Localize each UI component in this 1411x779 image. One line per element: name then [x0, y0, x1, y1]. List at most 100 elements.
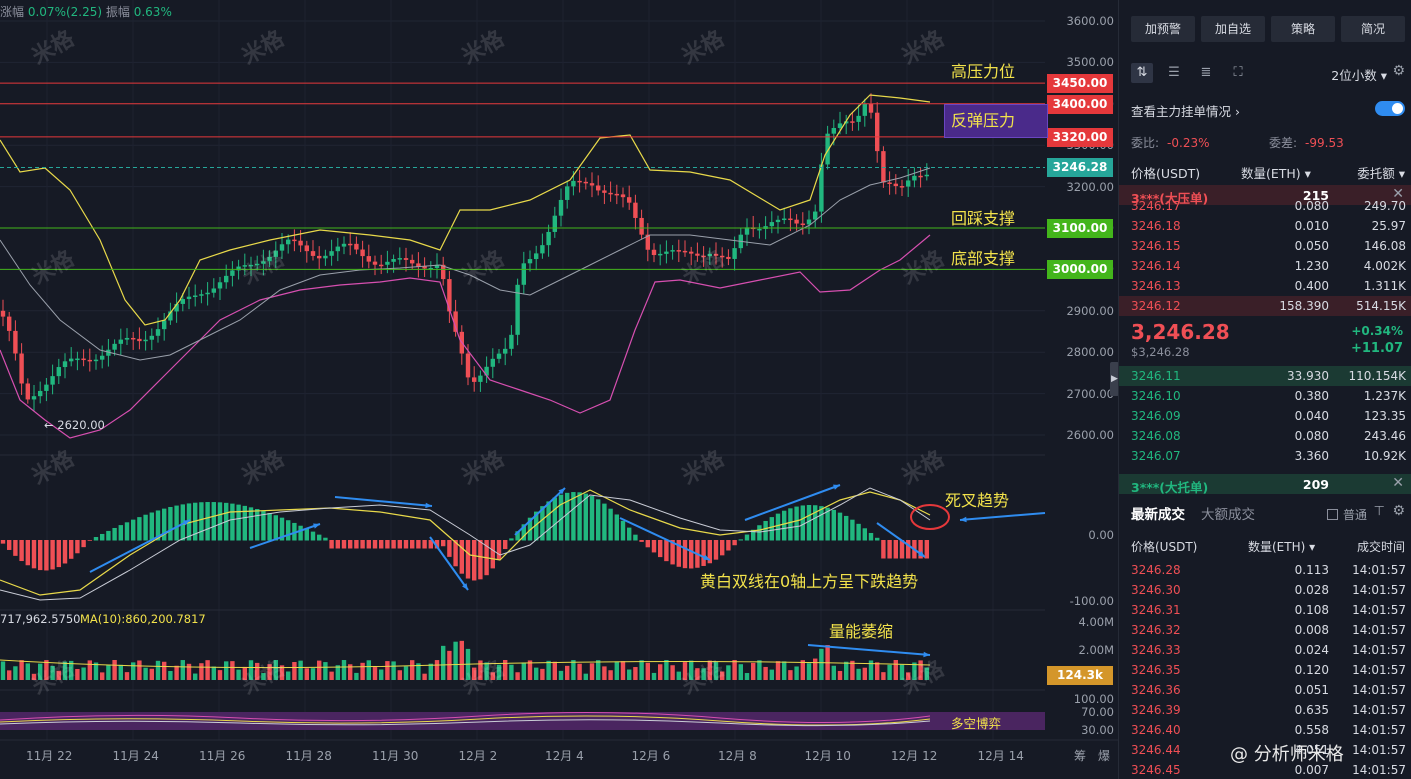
add-favorite-button[interactable]: 加自选 [1201, 16, 1265, 42]
collapse-sidebar-handle[interactable]: ▶ [1110, 362, 1119, 396]
macd-histogram-bar [614, 514, 619, 541]
volume-bar [75, 669, 80, 680]
orderbook-cell-t: 25.97 [1371, 219, 1406, 233]
chart-area[interactable]: 涨幅 0.07%(2.25) 振幅 0.63% 3600.00 3500.00 34… [0, 0, 1118, 779]
trade-cell-q: 0.558 [1294, 723, 1329, 737]
candle-body [261, 261, 266, 264]
volume-bar [515, 672, 520, 680]
macd-histogram-bar [478, 540, 483, 580]
macd-histogram-bar [341, 540, 347, 549]
volume-bar [397, 670, 402, 680]
volume-bar [38, 663, 43, 680]
macd-histogram-bar [273, 515, 278, 541]
close-icon[interactable]: ✕ [1392, 475, 1404, 491]
amplitude-value: 0.63% [133, 5, 172, 19]
candle-body [267, 256, 272, 262]
change-value: 0.07%(2.25) [27, 5, 103, 19]
macd-histogram-bar [893, 540, 898, 559]
orderbook-row[interactable]: 3246.09 0.040 123.35 [1119, 406, 1411, 426]
trend-arrowhead [923, 651, 930, 658]
volume-bar [490, 672, 495, 680]
candle-body [875, 112, 880, 152]
trend-arrowhead [960, 516, 967, 523]
gear-icon[interactable]: ⚙ [1392, 503, 1405, 519]
chart-header-stats: 涨幅 0.07%(2.25) 振幅 0.63% [0, 3, 172, 20]
close-icon[interactable]: ✕ [1392, 186, 1404, 202]
macd-histogram-bar [298, 525, 303, 541]
trade-row: 3246.45 0.007 14:01:57 [1119, 760, 1411, 779]
kdj-axis-label: 100.00 [1073, 692, 1114, 706]
orderbook-row[interactable]: 3246.13 0.400 1.311K [1119, 276, 1411, 296]
volume-bar [912, 662, 917, 680]
main-orders-toggle[interactable] [1375, 101, 1405, 116]
volume-bar [100, 672, 105, 680]
add-alert-button[interactable]: 加预警 [1131, 16, 1195, 42]
candle-body [25, 383, 30, 400]
orderbook-row[interactable]: 3246.10 0.380 1.237K [1119, 386, 1411, 406]
annotation-death-cross: 死叉趋势 [945, 491, 1010, 510]
orderbook-row[interactable]: 3246.14 1.230 4.002K [1119, 256, 1411, 276]
low-price-marker: ← 2620.00 [44, 418, 105, 432]
time-axis-label: 11月 24 [112, 749, 159, 763]
indicator-icon[interactable]: ⇅ [1131, 63, 1153, 83]
macd-histogram-bar [385, 540, 390, 549]
volume-bar [496, 664, 502, 680]
macd-histogram-bar [292, 522, 297, 541]
macd-histogram-bar [348, 540, 353, 549]
trade-cell-p: 3246.28 [1131, 563, 1181, 577]
candle-body [162, 320, 167, 330]
kline-chart-canvas[interactable] [0, 0, 1118, 779]
orderbook-row[interactable]: 3246.12 158.390 514.15K [1119, 296, 1411, 316]
trade-row: 3246.28 0.113 14:01:57 [1119, 560, 1411, 580]
expand-icon[interactable]: ⛶ [1233, 65, 1243, 80]
main-orders-link[interactable]: 查看主力挂单情况 › [1131, 101, 1403, 120]
decimals-select[interactable]: 2位小数 ▾ [1331, 65, 1387, 84]
trades-qty-header[interactable]: 数量(ETH) ▾ [1248, 540, 1316, 554]
trend-arrowhead [313, 523, 320, 529]
big-bid-bar[interactable]: 3***(大托单) 209 ✕ [1119, 474, 1411, 495]
normal-checkbox[interactable]: 普通 [1326, 506, 1367, 523]
trend-arrow [744, 484, 841, 521]
order-ratio: 委比: -0.23% [1131, 134, 1210, 151]
macd-histogram-bar [19, 540, 24, 562]
list-icon[interactable]: ☰ [1168, 65, 1180, 80]
overview-button[interactable]: 简况 [1341, 16, 1405, 42]
time-axis-label: 12月 8 [718, 749, 757, 763]
gear-icon[interactable]: ⚙ [1392, 63, 1405, 79]
volume-ma: MA(10):860,200.7817 [80, 612, 206, 626]
orderbook-cell-t: 110.154K [1348, 369, 1407, 383]
orderbook-row[interactable]: 3246.11 33.930 110.154K [1119, 366, 1411, 386]
tab-latest-trades[interactable]: 最新成交 [1131, 507, 1185, 523]
candle-body [775, 219, 781, 223]
strategy-button[interactable]: 策略 [1271, 16, 1335, 42]
volume-bar [118, 664, 123, 680]
candle-body [255, 263, 260, 266]
volume-bar [695, 668, 700, 680]
volume-bar [794, 666, 799, 680]
depth-icon[interactable]: ≣ [1200, 65, 1212, 80]
candle-body [806, 219, 812, 225]
tab-large-trades[interactable]: 大额成交 [1201, 507, 1255, 523]
candle-body [149, 335, 154, 340]
trade-row: 3246.44 4.051 14:01:57 [1119, 740, 1411, 760]
volume-bar [775, 661, 781, 680]
volume-bar [335, 665, 340, 680]
filter-icon[interactable]: ⊤ [1373, 504, 1385, 519]
orderbook-row[interactable]: 3246.08 0.080 243.46 [1119, 426, 1411, 446]
orderbook-total-header[interactable]: 委托额 ▾ [1357, 166, 1405, 181]
annotation-pullback-support: 回踩支撑 [951, 209, 1016, 228]
orderbook-qty-header[interactable]: 数量(ETH) ▾ [1241, 166, 1311, 181]
volume-bar [385, 661, 390, 680]
volume-bar [713, 662, 719, 680]
orderbook-row[interactable]: 3246.17 0.080 249.70 [1119, 196, 1411, 216]
candle-body [472, 377, 477, 382]
big-ask-bar[interactable]: 3***(大压单) 215 ✕ [1119, 185, 1411, 206]
orderbook-row[interactable]: 3246.18 0.010 25.97 [1119, 216, 1411, 236]
price-axis-label: 2900.00 [1066, 303, 1114, 318]
orderbook-row[interactable]: 3246.15 0.050 146.08 [1119, 236, 1411, 256]
orderbook-row[interactable]: 3246.07 3.360 10.92K [1119, 446, 1411, 466]
volume-bar [323, 662, 328, 680]
macd-histogram-bar [546, 501, 551, 541]
volume-bar [862, 667, 867, 680]
candle-body [701, 255, 706, 258]
